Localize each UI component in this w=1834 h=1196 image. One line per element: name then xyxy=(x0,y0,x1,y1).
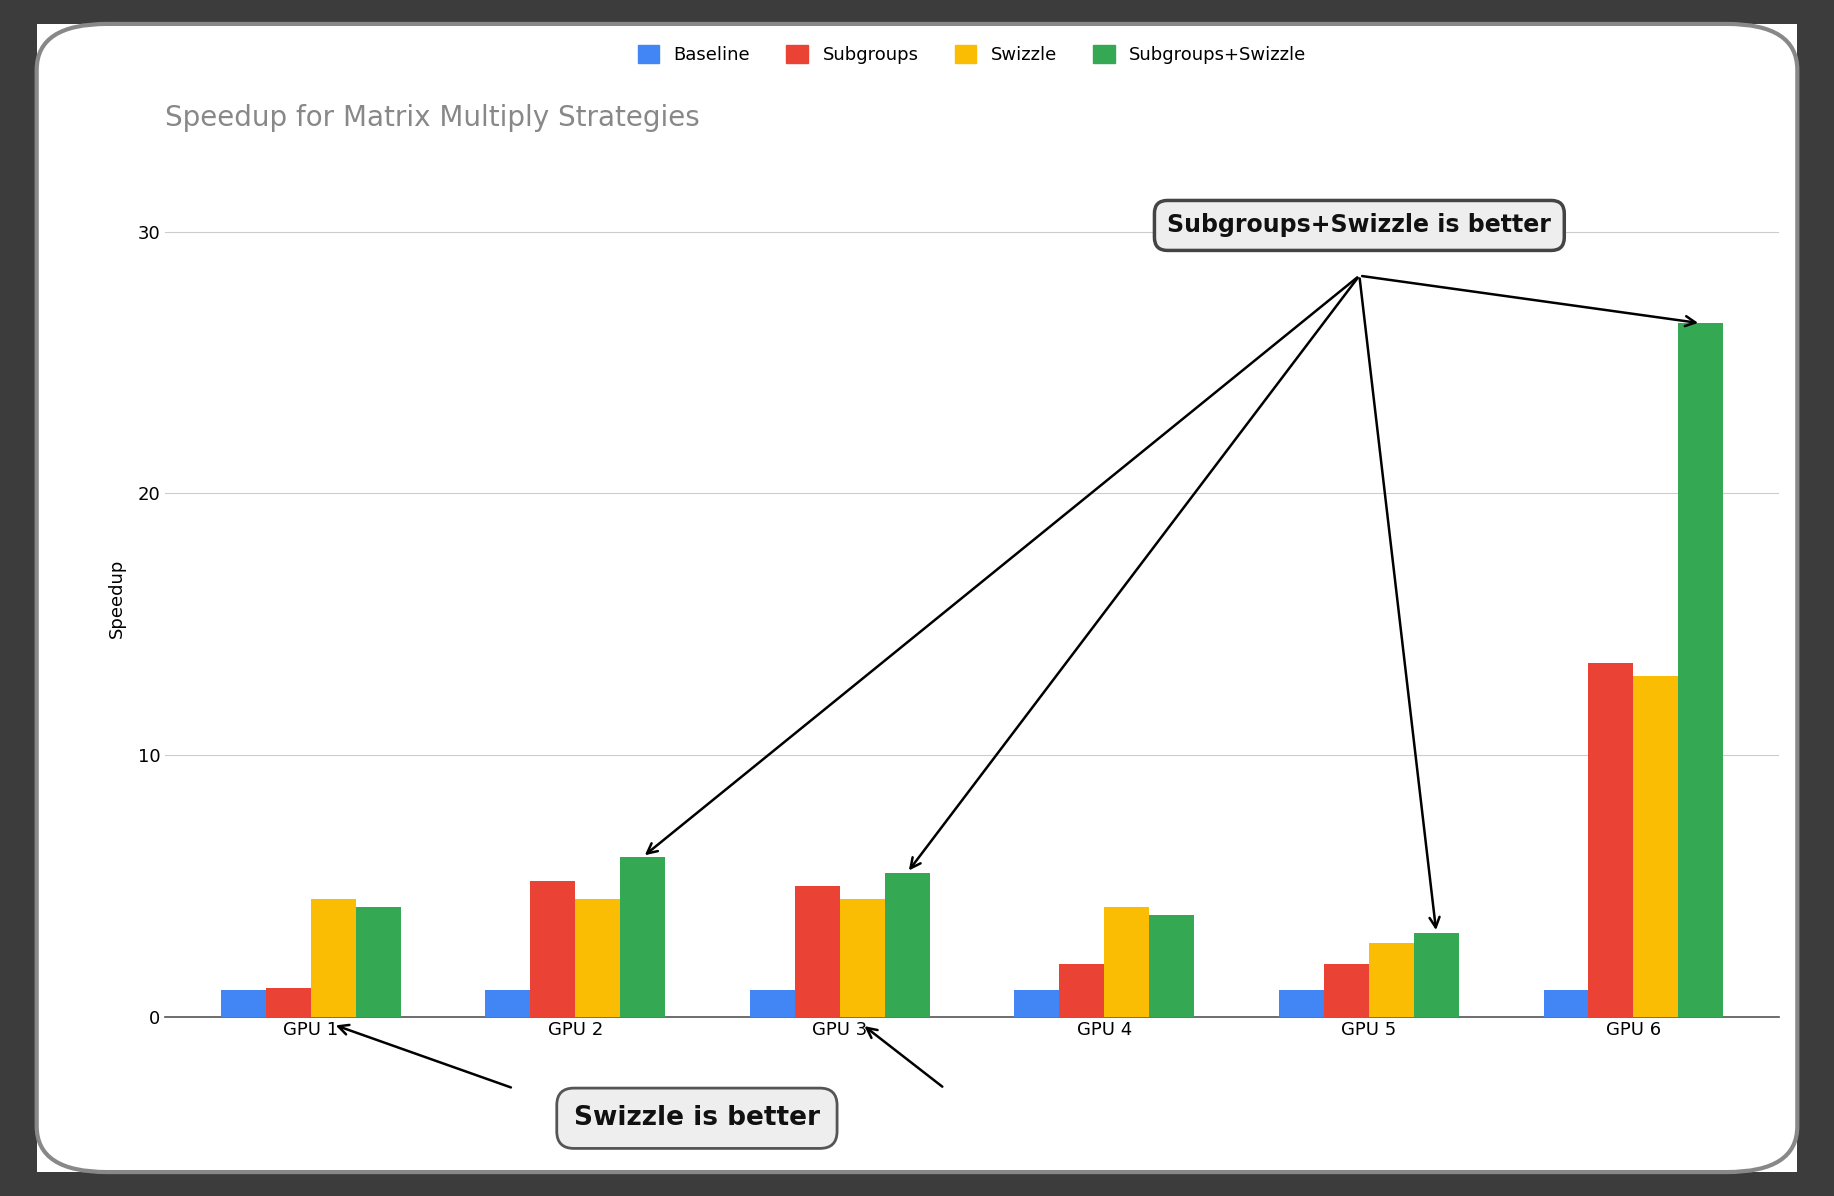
Legend: Baseline, Subgroups, Swizzle, Subgroups+Swizzle: Baseline, Subgroups, Swizzle, Subgroups+… xyxy=(631,38,1313,72)
Bar xyxy=(884,873,930,1017)
Bar xyxy=(266,988,310,1017)
Bar xyxy=(1060,964,1104,1017)
Text: Speedup for Matrix Multiply Strategies: Speedup for Matrix Multiply Strategies xyxy=(165,104,701,132)
Y-axis label: Speedup: Speedup xyxy=(108,559,127,637)
Bar xyxy=(1368,944,1414,1017)
Bar xyxy=(1014,990,1060,1017)
Text: Swizzle is better: Swizzle is better xyxy=(574,1105,820,1131)
Text: Subgroups+Swizzle is better: Subgroups+Swizzle is better xyxy=(1168,213,1552,238)
Bar xyxy=(1324,964,1368,1017)
Bar xyxy=(1634,677,1678,1017)
Bar xyxy=(576,899,620,1017)
Bar xyxy=(1544,990,1588,1017)
Bar xyxy=(1150,915,1194,1017)
Bar xyxy=(356,907,400,1017)
Bar xyxy=(1678,323,1724,1017)
Bar xyxy=(794,886,840,1017)
FancyBboxPatch shape xyxy=(37,24,1797,1172)
Bar xyxy=(530,880,576,1017)
Bar xyxy=(750,990,794,1017)
Bar xyxy=(1414,933,1458,1017)
Bar xyxy=(840,899,884,1017)
Bar xyxy=(620,858,666,1017)
Bar xyxy=(1588,664,1634,1017)
Bar xyxy=(310,899,356,1017)
Bar xyxy=(220,990,266,1017)
Bar xyxy=(1104,907,1150,1017)
Bar xyxy=(486,990,530,1017)
Bar xyxy=(1278,990,1324,1017)
